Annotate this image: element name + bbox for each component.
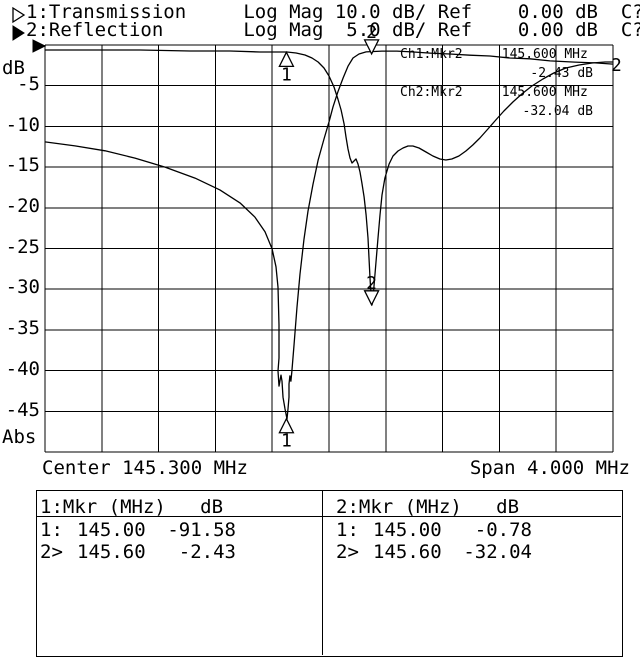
marker-table-row-ch1-2: 2> 145.60 -2.43 bbox=[40, 543, 236, 562]
y-axis-label--15: -15 bbox=[5, 154, 40, 176]
span-frequency-label: Span 4.000 MHz bbox=[469, 457, 630, 479]
marker-2-ch1-label: 2 bbox=[366, 22, 377, 43]
y-axis-label-abs: Abs bbox=[2, 426, 37, 448]
trace-2-reflection bbox=[45, 49, 613, 306]
y-axis-label--30: -30 bbox=[5, 276, 40, 298]
channel2-title-line: 2:Reflection Log Mag 5.0 dB/ Ref 0.00 dB… bbox=[26, 19, 640, 41]
marker-frequency: 145.60 bbox=[373, 541, 442, 563]
marker-1-ch2-label: 1 bbox=[281, 64, 292, 85]
ch2-marker-readout-value: -32.04 dB bbox=[522, 104, 593, 119]
y-axis-label-db: dB bbox=[2, 57, 25, 79]
center-frequency-label: Center 145.300 MHz bbox=[42, 457, 248, 479]
marker-value-db: -0.78 bbox=[474, 519, 532, 541]
ch2-marker-readout-freq: Ch2:Mkr2 145.600 MHz bbox=[400, 85, 588, 100]
y-axis-label--10: -10 bbox=[5, 114, 40, 136]
marker-value-db: -91.58 bbox=[167, 519, 236, 541]
marker-id: 1: bbox=[40, 519, 63, 541]
y-axis-label--5: -5 bbox=[17, 73, 40, 95]
trace-1-transmission bbox=[44, 50, 614, 420]
marker-2-ch2-label: 2 bbox=[366, 273, 377, 294]
marker-frequency: 145.00 bbox=[373, 519, 442, 541]
marker-id: 1: bbox=[336, 519, 359, 541]
marker-table-row-ch2-1: 1: 145.00 -0.78 bbox=[336, 521, 532, 540]
y-axis-label--20: -20 bbox=[5, 195, 40, 217]
y-axis-label--40: -40 bbox=[5, 358, 40, 380]
marker-frequency: 145.00 bbox=[77, 519, 146, 541]
marker-table-box bbox=[36, 490, 623, 657]
marker-id: 2> bbox=[336, 541, 359, 563]
ch1-marker-readout-value: -2.43 dB bbox=[530, 66, 593, 81]
y-axis-label--35: -35 bbox=[5, 317, 40, 339]
marker-table-header-ch1: 1:Mkr (MHz) dB bbox=[40, 496, 224, 518]
marker-frequency: 145.60 bbox=[77, 541, 146, 563]
ch2-arrow-icon bbox=[12, 25, 25, 41]
marker-2-ch1-symbol bbox=[363, 39, 380, 56]
trace-end-channel-label: 2 bbox=[611, 55, 622, 76]
marker-2-ch2-symbol bbox=[363, 290, 380, 307]
marker-table-header-rule bbox=[36, 516, 621, 517]
ch1-marker-readout-freq: Ch1:Mkr2 145.600 MHz bbox=[400, 47, 588, 62]
marker-1-ch2-symbol bbox=[278, 50, 295, 67]
marker-1-ch1-label: 1 bbox=[281, 431, 292, 452]
ch1-arrow-icon bbox=[12, 6, 26, 24]
channel1-title-line: 1:Transmission Log Mag 10.0 dB/ Ref 0.00… bbox=[26, 1, 640, 23]
marker-table-header-ch2: 2:Mkr (MHz) dB bbox=[336, 496, 520, 518]
marker-1-ch1-symbol bbox=[278, 417, 295, 434]
marker-value-db: -2.43 bbox=[178, 541, 236, 563]
marker-table-row-ch2-2: 2> 145.60 -32.04 bbox=[336, 543, 532, 562]
marker-id: 2> bbox=[40, 541, 63, 563]
y-axis-label--25: -25 bbox=[5, 236, 40, 258]
marker-value-db: -32.04 bbox=[463, 541, 532, 563]
marker-table-row-ch1-1: 1: 145.00 -91.58 bbox=[40, 521, 236, 540]
y-axis-label--45: -45 bbox=[5, 399, 40, 421]
marker-table-divider bbox=[322, 490, 323, 655]
reference-level-arrow-icon bbox=[32, 39, 47, 53]
